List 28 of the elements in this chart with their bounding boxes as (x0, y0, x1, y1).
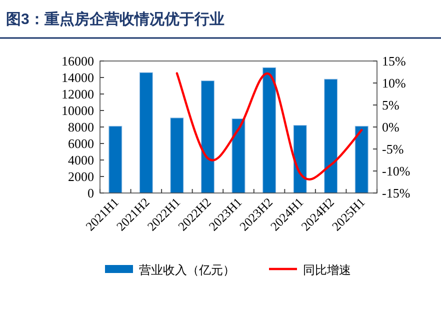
y2-tick-label: -5% (382, 142, 404, 156)
y2-tick-label: 0% (382, 120, 400, 134)
y-tick-label: 4000 (68, 152, 94, 168)
bar (200, 80, 214, 194)
y2-tick-label: 10% (382, 76, 406, 90)
y2-tick-label: -15% (382, 186, 410, 200)
bar (232, 118, 246, 194)
y-tick-label: 16000 (62, 54, 94, 68)
bar (139, 72, 153, 194)
y-tick-label: 2000 (68, 169, 94, 184)
y-tick-label: 8000 (68, 120, 94, 134)
bar (108, 126, 122, 194)
y2-tick-label: -10% (382, 164, 410, 178)
y2-tick-label: 5% (382, 98, 400, 112)
bar (324, 78, 338, 194)
bar (170, 118, 184, 194)
y-tick-label: 0 (88, 186, 94, 200)
legend-label: 同比增速 (303, 263, 351, 277)
y-tick-label: 10000 (62, 103, 94, 118)
y-tick-label: 6000 (68, 136, 94, 151)
bar (262, 67, 276, 194)
chart-title: 图3：重点房企营收情况优于行业 (6, 10, 224, 28)
bar (293, 125, 307, 194)
y-tick-label: 12000 (62, 86, 94, 102)
bar (354, 126, 368, 194)
y2-tick-label: 15% (382, 54, 406, 68)
y-tick-label: 14000 (62, 70, 94, 85)
legend-label: 营业收入（亿元） (139, 263, 235, 277)
